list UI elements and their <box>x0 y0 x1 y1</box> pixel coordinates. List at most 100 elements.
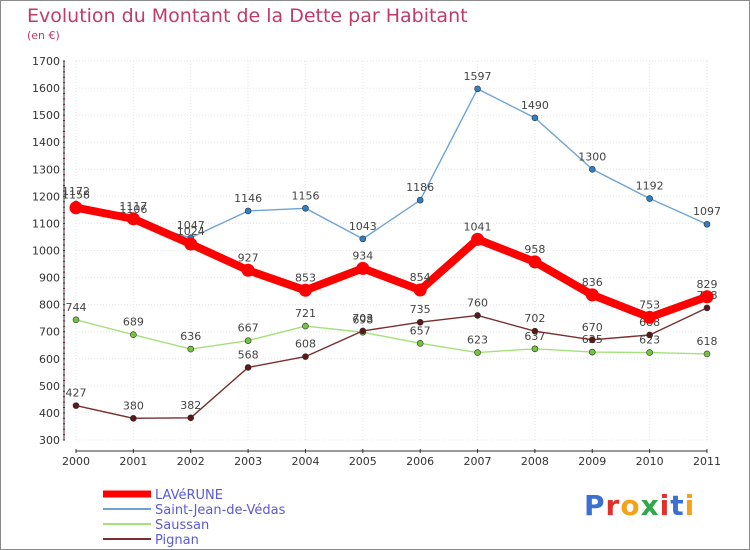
logo-letter: x <box>640 489 660 522</box>
x-tick-label: 2010 <box>636 455 664 468</box>
y-tick-label: 1700 <box>32 55 60 68</box>
data-label: 1156 <box>291 189 319 202</box>
data-label: 1172 <box>62 185 90 198</box>
series-line <box>75 319 708 355</box>
data-label: 1192 <box>636 180 664 193</box>
data-point <box>700 290 714 304</box>
data-label: 618 <box>697 335 718 348</box>
y-tick-label: 1000 <box>32 245 60 258</box>
data-point <box>703 304 711 312</box>
data-point <box>184 237 198 251</box>
logo-letter: P <box>584 489 606 522</box>
data-point <box>413 283 427 297</box>
data-label: 1024 <box>177 225 205 238</box>
y-tick-label: 300 <box>39 434 60 447</box>
data-label: 721 <box>295 307 316 320</box>
logo-letter: o <box>620 489 641 522</box>
y-tick-label: 900 <box>39 272 60 285</box>
data-point <box>187 414 195 422</box>
x-tick-label: 2007 <box>464 455 492 468</box>
data-point <box>474 349 481 356</box>
data-label: 568 <box>238 348 259 361</box>
data-point <box>302 322 309 330</box>
legend-label: LAVéRUNE <box>155 488 223 503</box>
series-line <box>75 88 708 240</box>
data-label: 667 <box>238 322 259 335</box>
y-tick-label: 1400 <box>32 136 60 149</box>
data-point <box>703 220 711 228</box>
data-point <box>588 348 596 356</box>
data-label: 698 <box>352 313 373 326</box>
data-point <box>703 350 711 358</box>
data-point <box>298 283 312 297</box>
data-label: 380 <box>123 399 144 412</box>
data-point <box>72 316 80 324</box>
data-label: 689 <box>123 316 144 329</box>
data-label: 927 <box>238 251 259 264</box>
x-tick-label: 2006 <box>406 455 434 468</box>
data-point <box>531 327 539 335</box>
x-tick-label: 2005 <box>349 455 377 468</box>
chart-subtitle: (en €) <box>27 29 60 42</box>
y-tick-label: 700 <box>39 326 60 339</box>
data-label: 670 <box>582 321 603 334</box>
data-point <box>126 212 140 226</box>
data-label: 853 <box>295 271 316 284</box>
series-line <box>72 203 711 322</box>
data-label: 1597 <box>464 70 492 83</box>
legend-label: Saussan <box>155 518 209 533</box>
data-point <box>588 336 596 344</box>
data-point <box>531 114 539 122</box>
data-label: 958 <box>524 243 545 256</box>
data-point <box>474 85 481 93</box>
data-point <box>244 207 252 215</box>
data-label: 623 <box>467 334 488 347</box>
data-label: 760 <box>467 296 488 309</box>
data-point <box>244 364 252 371</box>
data-point <box>359 327 367 335</box>
data-point <box>646 331 653 339</box>
data-label: 427 <box>66 387 87 400</box>
data-label: 1097 <box>693 205 721 218</box>
x-tick-label: 2011 <box>693 455 721 468</box>
data-point <box>585 288 599 302</box>
y-tick-label: 1300 <box>32 163 60 176</box>
x-tick-label: 2004 <box>291 455 319 468</box>
y-tick-label: 500 <box>39 380 60 393</box>
data-label: 753 <box>639 298 660 311</box>
data-label: 1047 <box>177 219 205 232</box>
data-label: 1106 <box>119 203 147 216</box>
logo-letter: t <box>670 489 685 522</box>
x-tick-label: 2002 <box>177 455 205 468</box>
data-label: 854 <box>410 271 431 284</box>
y-tick-label: 400 <box>39 407 60 420</box>
data-label: 382 <box>180 399 201 412</box>
data-point <box>130 415 137 422</box>
data-label: 1043 <box>349 220 377 233</box>
x-tick-label: 2008 <box>521 455 549 468</box>
data-point <box>416 196 424 204</box>
x-tick-label: 2000 <box>62 455 90 468</box>
y-tick-label: 1100 <box>32 217 60 230</box>
data-label: 836 <box>582 276 603 289</box>
data-label: 1300 <box>578 150 606 163</box>
data-point <box>69 201 83 215</box>
data-label: 1490 <box>521 99 549 112</box>
data-label: 702 <box>524 312 545 325</box>
logo-letter: r <box>605 489 621 522</box>
x-tick-label: 2009 <box>578 455 606 468</box>
data-point <box>356 261 370 275</box>
logo-letter: i <box>659 489 671 522</box>
x-tick-label: 2001 <box>119 455 147 468</box>
y-tick-label: 1200 <box>32 190 60 203</box>
data-label: 608 <box>295 338 316 351</box>
data-point <box>72 402 80 409</box>
x-tick-label: 2003 <box>234 455 262 468</box>
logo-letter: i <box>684 489 696 522</box>
data-label: 744 <box>66 301 87 314</box>
y-tick-label: 1500 <box>32 109 60 122</box>
data-label: 1158 <box>62 189 90 202</box>
data-label: 1146 <box>234 192 262 205</box>
